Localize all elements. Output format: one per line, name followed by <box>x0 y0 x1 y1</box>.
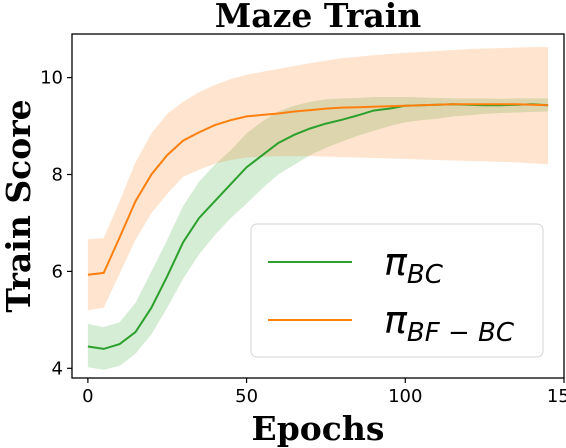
legend-label-main: π <box>384 240 408 284</box>
axes-frame <box>71 33 565 379</box>
y-axis-label: Train Score <box>0 99 38 312</box>
y-tick-label: 10 <box>40 68 63 89</box>
axis-ticks: 0 50 100 150 4 6 8 10 <box>40 68 566 407</box>
x-tick-label: 0 <box>82 386 93 407</box>
legend-label-sub: BC <box>407 260 444 290</box>
series-line-1 <box>87 103 549 276</box>
plot-area <box>87 47 549 370</box>
y-tick-label: 8 <box>52 165 63 186</box>
x-tick-label: 50 <box>235 386 258 407</box>
legend-label-0: πBC <box>384 240 444 290</box>
legend-label-main: π <box>384 298 408 342</box>
x-axis-label: Epochs <box>252 409 385 448</box>
legend-box <box>250 223 544 358</box>
y-tick-label: 6 <box>52 261 63 282</box>
y-tick-label: 4 <box>52 358 63 379</box>
chart-title: Maze Train <box>215 0 422 35</box>
x-tick-label: 100 <box>388 386 422 407</box>
x-tick-label: 150 <box>547 386 566 407</box>
legend-label-sub: BF − BC <box>407 318 515 348</box>
legend-label-1: πBF − BC <box>384 298 515 348</box>
series-band-1 <box>87 47 549 311</box>
series-band-0 <box>87 97 549 370</box>
